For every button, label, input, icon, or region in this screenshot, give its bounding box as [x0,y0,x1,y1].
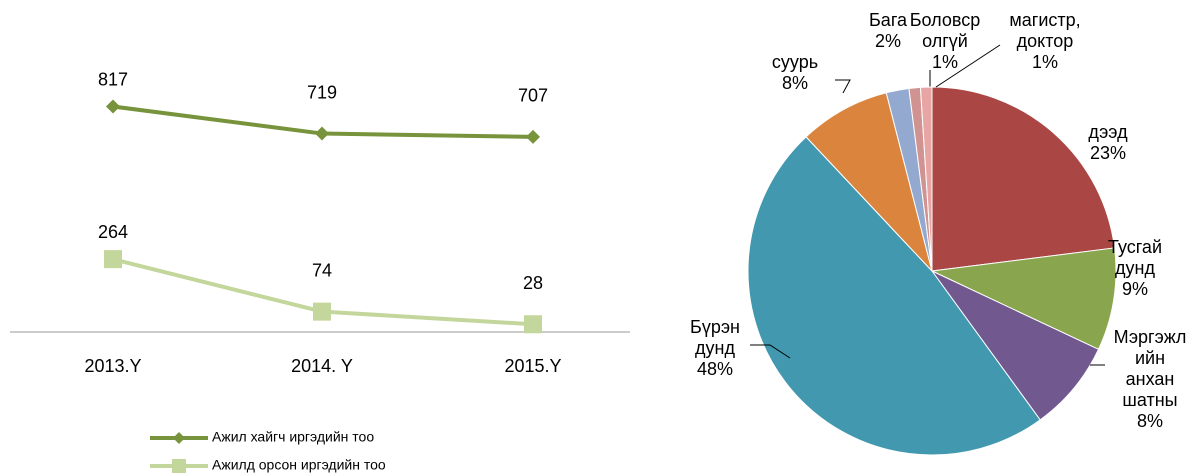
slice-label: Бүрэн дунд 48% [690,317,740,380]
value-label: 48% [696,359,734,379]
value-label: 2% [874,31,902,51]
slice-label: Тусгай дунд 9% [1108,237,1162,300]
category-label: магистр, доктор [1009,10,1081,51]
value-label: 8% [781,73,808,93]
legend-label: Ажил хайгч иргэдийн тоо [212,429,374,445]
leader-line [750,344,791,359]
data-label: 264 [98,222,128,242]
pie-slice [747,136,1041,456]
pie-slice [919,86,933,272]
leader-line [835,79,851,94]
category-label: Тусгай дунд [1107,237,1163,278]
data-label: 719 [307,82,337,102]
x-tick-label: 2013.Y [84,356,141,376]
legend-label: Ажилд орсон иргэдийн тоо [212,457,386,473]
pie-slice [931,270,1100,421]
category-label: Боловср олгүй [909,10,981,51]
legend-marker [172,459,186,473]
slice-label: суурь 8% [772,52,818,94]
point [313,302,331,321]
slice-label: магистр, доктор 1% [1009,10,1080,73]
leader-line [935,44,1001,88]
point [526,129,540,144]
category-label: суурь [771,52,819,72]
point [524,315,542,334]
value-label: 9% [1121,279,1148,299]
category-label: Мэргэжл ийн анхан шатны [1113,327,1187,410]
point [106,99,120,114]
category-label: Бага [868,10,908,30]
slice-label: Боловср олгүй 1% [910,10,981,73]
slice-label: Мэргэжл ийн анхан шатны 8% [1114,327,1187,432]
slice-label: дээд 23% [1088,122,1127,164]
data-label: 74 [312,260,332,280]
value-label: 8% [1136,411,1163,431]
x-tick-label: 2014. Y [291,356,353,376]
legend-marker [173,432,185,444]
value-label: 1% [1031,52,1059,72]
pie-slice [930,247,1117,351]
data-label: 707 [518,86,548,106]
category-label: дээд [1088,122,1128,142]
point [315,126,329,141]
pie-slice [931,86,1116,272]
value-label: 23% [1089,143,1127,163]
data-label: 817 [98,69,128,89]
point [104,250,122,269]
pie-slice [805,92,933,272]
x-tick-label: 2015.Y [504,356,561,376]
category-label: Бүрэн дунд [690,317,740,358]
slice-label: Бага 2% [869,10,907,52]
data-label: 28 [523,273,543,293]
value-label: 1% [931,52,959,72]
